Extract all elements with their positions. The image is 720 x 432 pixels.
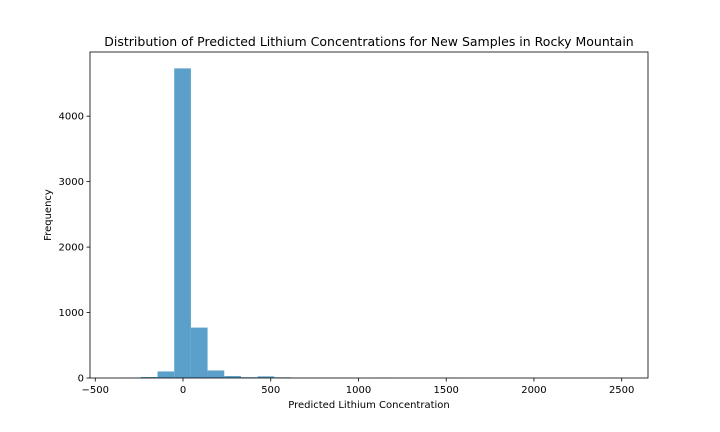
x-tick-label: 2000 [521,385,546,396]
x-tick-label: 1000 [346,385,371,396]
histogram-bars [124,68,625,379]
y-tick-label: 2000 [59,243,84,254]
x-axis-label: Predicted Lithium Concentration [288,400,450,411]
plot-frame [89,51,649,379]
histogram-bar [257,376,275,378]
histogram-bar [224,376,241,378]
histogram-bar [140,377,158,378]
histogram-bar [174,68,191,379]
x-tick-label: −500 [82,385,109,396]
x-axis-ticks: −500 0 500 1000 1500 2000 2500 [82,378,634,396]
x-tick-label: 2500 [609,385,634,396]
y-axis-label: Frequency [43,189,54,241]
chart-title: Distribution of Predicted Lithium Concen… [104,34,633,49]
x-tick-label: 500 [261,385,280,396]
x-tick-label: 0 [180,385,186,396]
histogram-bar [190,327,208,378]
histogram-bar [207,370,225,378]
y-axis-ticks: 0 1000 2000 3000 4000 [59,112,90,385]
x-tick-label: 1500 [433,385,458,396]
y-tick-label: 1000 [59,308,84,319]
y-tick-label: 3000 [59,177,84,188]
y-tick-label: 0 [78,374,84,385]
y-tick-label: 4000 [59,112,84,123]
histogram-bar [157,371,175,378]
